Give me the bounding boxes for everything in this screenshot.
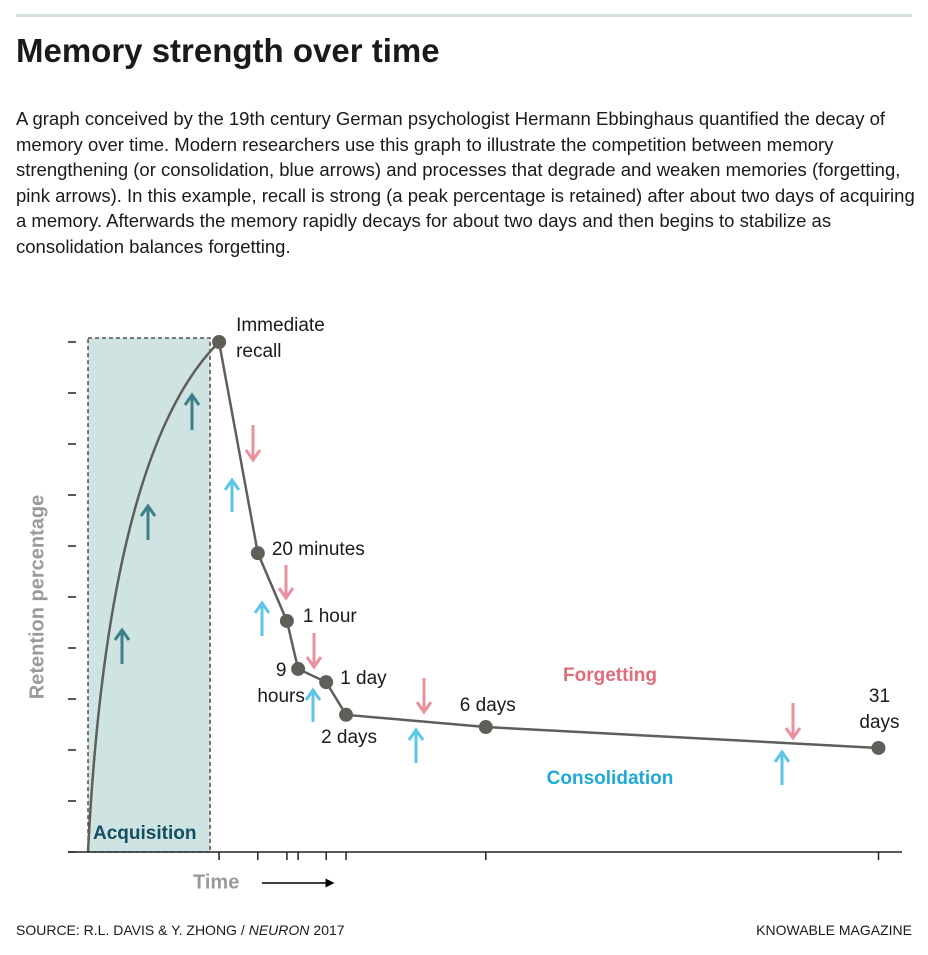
consolidation-arrow-head [304, 687, 322, 701]
acquisition-label: Acquisition [93, 823, 196, 844]
point-label: days [859, 712, 899, 733]
source: SOURCE: R.L. DAVIS & Y. ZHONG / NEURON 201… [16, 922, 345, 938]
data-point [250, 546, 265, 561]
y-axis-label: Retention percentage [26, 495, 48, 699]
source-journal: NEURON [248, 922, 310, 938]
acquisition-arrow-head [113, 627, 131, 641]
point-label: recall [236, 341, 281, 362]
point-label: 2 days [321, 727, 377, 748]
consolidation-label: Consolidation [547, 768, 674, 789]
forgetting-arrow-head [277, 587, 295, 601]
data-point [291, 661, 306, 676]
source-year: 2017 [313, 922, 345, 938]
consolidation-arrow-head [407, 727, 425, 741]
point-label: Immediate [236, 315, 325, 336]
chart-title: Memory strength over time [16, 32, 440, 69]
acquisition-arrow-head [183, 392, 201, 406]
brand: KNOWABLE MAGAZINE [756, 922, 912, 938]
forgetting-arrow-head [415, 701, 433, 715]
data-point [279, 613, 294, 628]
forgetting-arrow-head [784, 727, 802, 741]
forgetting-label: Forgetting [563, 665, 657, 686]
data-point [478, 720, 493, 735]
point-label: 1 day [340, 668, 387, 689]
top-rule [16, 14, 912, 17]
acquisition-region [87, 337, 211, 853]
point-label: 1 hour [303, 606, 358, 627]
data-point [319, 675, 334, 690]
consolidation-arrow-head [223, 477, 241, 491]
source-text: SOURCE: R.L. DAVIS & Y. ZHONG / [16, 922, 245, 938]
consolidation-arrow-head [253, 600, 271, 614]
data-point [212, 335, 227, 349]
point-label: 6 days [460, 695, 516, 716]
forgetting-arrow-head [244, 449, 262, 463]
acquisition-arrow-head [139, 503, 157, 517]
x-axis-label: Time [193, 871, 239, 893]
data-point [339, 707, 354, 722]
retention-line [217, 341, 879, 750]
acquisition-curve [86, 341, 220, 853]
point-label: 31 [869, 686, 890, 707]
point-label: 9 [276, 660, 287, 681]
data-point [871, 740, 886, 755]
consolidation-arrow-head [773, 749, 791, 763]
point-label: hours [257, 686, 305, 707]
description: A graph conceived by the 19th century Ge… [16, 108, 915, 257]
forgetting-arrow-head [305, 656, 323, 670]
point-label: 20 minutes [272, 539, 365, 560]
